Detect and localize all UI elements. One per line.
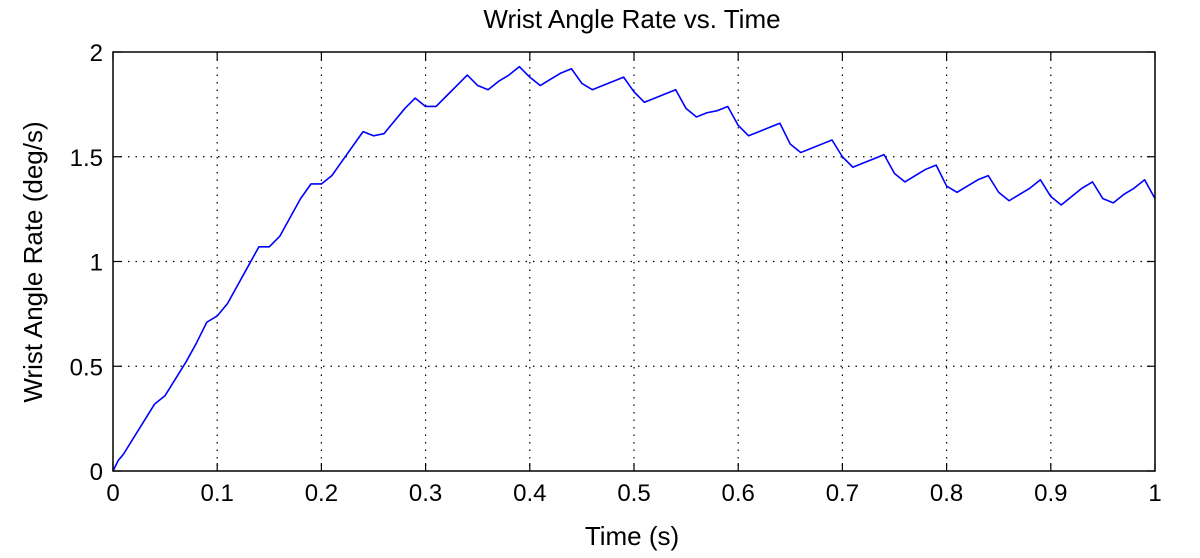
series-line-0	[112, 65, 1156, 472]
y-axis-label: Wrist Angle Rate (deg/s)	[18, 121, 48, 402]
x-tick-label: 0.8	[930, 480, 963, 507]
y-tick-labels: 0 0.5 1 1.5 2	[70, 40, 103, 486]
x-tick-label: 0.9	[1034, 480, 1067, 507]
x-axis-label: Time (s)	[585, 521, 679, 551]
plot-area-border	[112, 51, 1156, 472]
y-tick-label: 0.5	[70, 354, 103, 381]
x-tick-labels: 0 0.1 0.2 0.3 0.4 0.5 0.6 0.7 0.8 0.9 1	[106, 480, 1161, 507]
grid	[113, 52, 1155, 471]
x-tick-label: 0.6	[722, 480, 755, 507]
x-tick-label: 1	[1148, 480, 1161, 507]
x-tick-label: 0.1	[201, 480, 234, 507]
y-tick-label: 2	[90, 40, 103, 67]
y-tick-label: 1	[90, 250, 103, 277]
x-tick-label: 0.4	[513, 480, 546, 507]
x-tick-label: 0.2	[305, 480, 338, 507]
x-tick-label: 0.7	[826, 480, 859, 507]
series-group	[112, 65, 1156, 472]
x-tick-label: 0.5	[617, 480, 650, 507]
x-tick-label: 0	[106, 480, 119, 507]
chart-title: Wrist Angle Rate vs. Time	[483, 4, 780, 34]
y-tick-label: 0	[90, 459, 103, 486]
y-tick-label: 1.5	[70, 145, 103, 172]
x-tick-label: 0.3	[409, 480, 442, 507]
